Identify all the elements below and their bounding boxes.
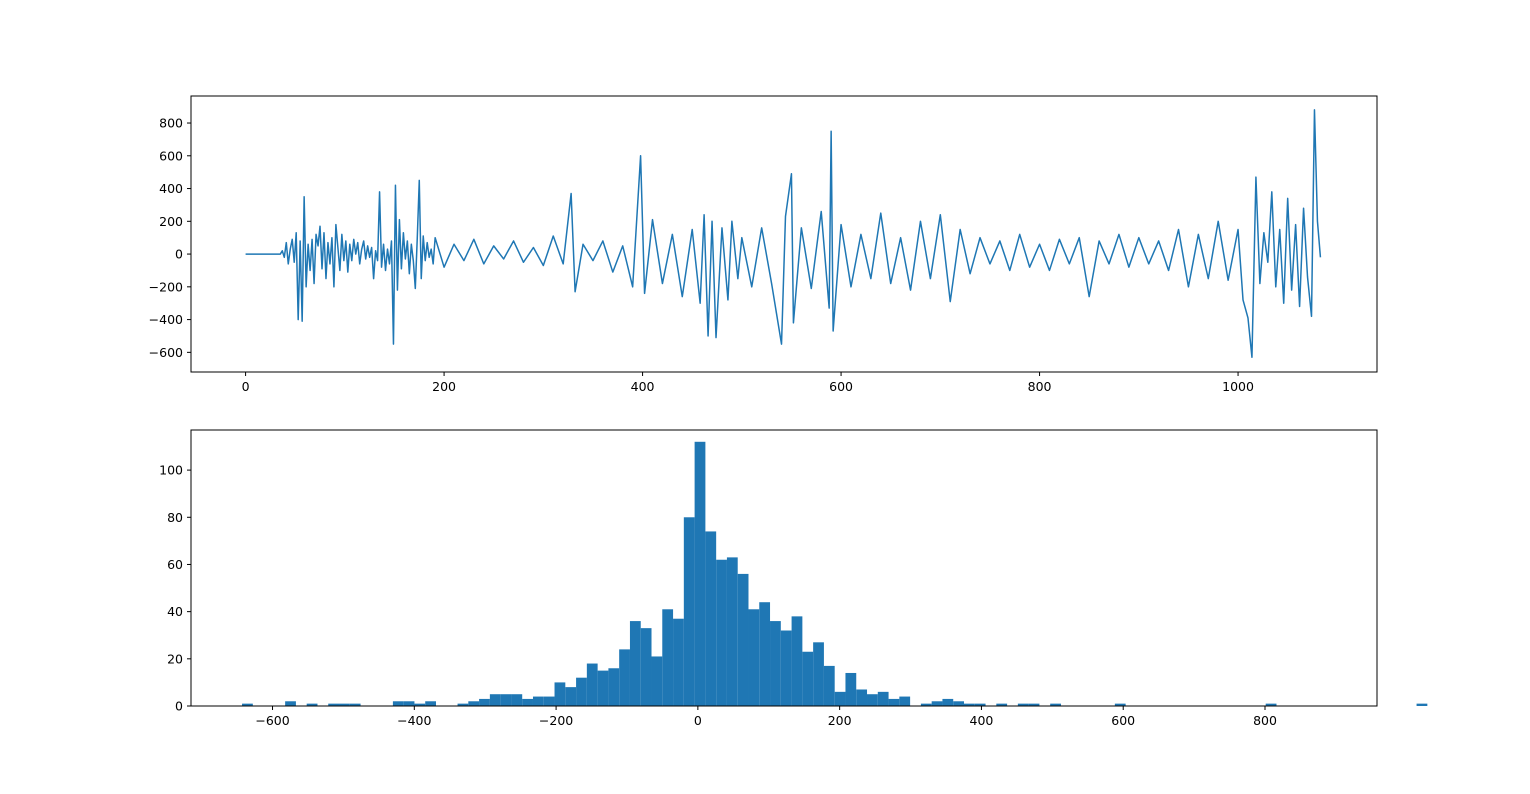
histogram-bar [813,642,824,706]
x-tick-label: 200 [828,713,852,728]
histogram-bar [392,701,404,706]
histogram-bar [1114,703,1126,706]
histogram-bar [651,656,663,706]
histogram-bar [662,609,674,706]
histogram-bar [597,670,609,706]
y-tick-label: 800 [159,116,183,131]
y-tick-label: 60 [167,557,183,572]
histogram-bar [619,649,630,706]
y-tick-label: 200 [159,214,183,229]
histogram-bar [532,696,544,706]
x-tick-label: 400 [970,713,994,728]
y-tick-label: −200 [149,279,183,294]
histogram-bar [673,618,684,706]
x-tick-label: 1000 [1222,379,1254,394]
x-tick-label: 0 [694,713,702,728]
y-tick-label: 40 [167,604,183,619]
x-tick-label: 600 [829,379,853,394]
histogram-bar [845,672,857,706]
series-line [245,109,1322,359]
histogram-bar [339,703,350,706]
y-tick-label: −400 [149,312,183,327]
histogram-bar [1028,703,1040,706]
histogram-bar [996,703,1008,706]
histogram-bar [468,701,480,706]
x-tick-label: 200 [432,379,456,394]
histogram-bar [328,703,340,706]
histogram-bar [576,677,587,706]
histogram-bar [457,703,469,706]
histogram-bar [888,698,900,706]
y-tick-label: −600 [149,345,183,360]
histogram-bar [479,698,490,706]
histogram-bar [608,668,620,706]
histogram-bar [489,694,501,706]
x-tick-label: 400 [631,379,655,394]
histogram-bar [942,698,954,706]
histogram-bar [1265,703,1277,706]
x-tick-label: 0 [242,379,250,394]
axes-frame [190,95,1378,373]
histogram-bar [543,696,555,706]
histogram-bar [414,703,426,706]
histogram-bar [867,694,878,706]
histogram-bar [683,517,695,706]
x-tick-label: 800 [1028,379,1052,394]
histogram-bar [780,630,792,706]
histogram-bar [899,696,911,706]
histogram-bar [716,559,727,706]
y-tick-label: 400 [159,181,183,196]
histogram-bar [823,665,835,706]
x-tick-label: −400 [397,713,431,728]
y-tick-label: 80 [167,510,183,525]
y-tick-label: 0 [175,699,183,714]
x-tick-label: −600 [255,713,289,728]
histogram-bar [694,441,706,706]
histogram-bar [1017,703,1029,706]
histogram-bar [1050,703,1061,706]
histogram-bar [586,663,598,706]
histogram-bar [974,703,986,706]
histogram-bar [511,694,523,706]
histogram-bar [403,701,415,706]
x-tick-label: −200 [539,713,573,728]
histogram-bar [306,703,318,706]
histogram-bar [726,557,738,706]
x-tick-label: 600 [1111,713,1135,728]
histogram-bar [791,616,803,706]
histogram-bar [856,689,868,706]
y-tick-label: 0 [175,247,183,262]
histogram-bar [554,682,566,706]
line-chart: 0 200 400 600 800 1000 −600 −400 −200 0 200 400 600 8… [149,95,1378,394]
x-tick-label: 800 [1253,713,1277,728]
histogram-bar [748,609,760,706]
histogram-bar [629,621,641,706]
axes-frame [190,429,1378,707]
histogram-bar [834,691,846,706]
histogram-bar [770,621,781,706]
histogram-bar [802,651,814,706]
histogram-bar [920,703,932,706]
histogram-bar [1416,703,1428,706]
histogram-bar [349,703,361,706]
histogram-bar [640,628,652,706]
y-tick-label: 600 [159,148,183,163]
histogram-bar [759,602,771,706]
histogram-bar [931,701,943,706]
histogram-bar [285,701,296,706]
histogram-bar [877,691,889,706]
histogram-bar [737,573,749,706]
histogram-bar [522,698,533,706]
histogram-bar [242,703,253,706]
histogram-bar [565,687,577,706]
y-tick-label: 20 [167,651,183,666]
histogram-bar [705,531,717,706]
histogram-bar [953,701,964,706]
histogram-bar [500,694,512,706]
y-tick-label: 100 [159,463,183,478]
histogram-bar [963,703,975,706]
histogram-chart: −600 −400 −200 0 200 400 600 800 0 20 40 60 80 100 [159,429,1428,728]
histogram-bar [425,701,436,706]
